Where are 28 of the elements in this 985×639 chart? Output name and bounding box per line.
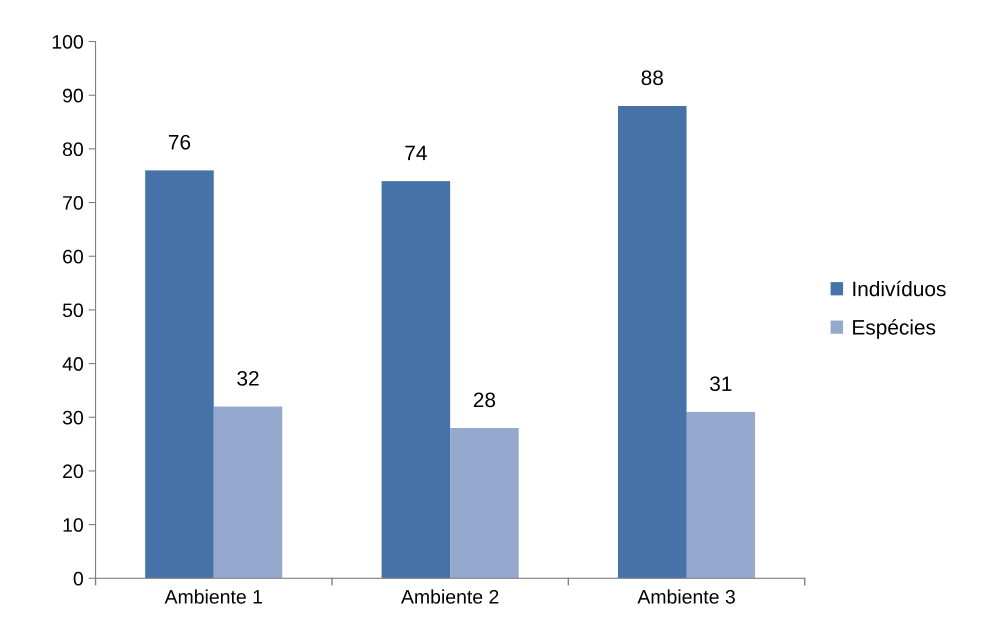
bar: [382, 181, 450, 578]
y-tick-label: 30: [62, 410, 83, 425]
y-tick-label: 90: [63, 88, 83, 102]
data-label: 76: [168, 134, 190, 150]
y-tick-label: 60: [63, 250, 83, 264]
bar: [450, 428, 519, 578]
y-tick-label: 10: [64, 518, 83, 532]
data-label: 28: [474, 392, 496, 408]
bar: [214, 406, 282, 578]
bar: [686, 412, 756, 578]
legend-label: Indivíduos: [853, 280, 946, 296]
y-tick-label: 80: [62, 142, 83, 156]
data-label: 32: [237, 370, 259, 386]
x-tick-label: Ambiente 2: [401, 589, 498, 604]
bar: [145, 170, 214, 578]
y-tick-label: 20: [63, 464, 83, 478]
y-tick-label: 40: [62, 357, 83, 371]
y-tick-label: 50: [62, 303, 83, 318]
legend-label: Espécies: [853, 319, 936, 339]
y-tick-label: 70: [63, 196, 83, 210]
bar: [618, 106, 687, 578]
y-tick-label: 100: [52, 35, 83, 49]
data-label: 74: [405, 146, 427, 160]
x-tick-label: Ambiente 1: [164, 589, 262, 604]
data-label: 88: [642, 70, 663, 86]
x-tick-label: Ambiente 3: [637, 589, 735, 604]
data-label: 31: [710, 376, 732, 392]
y-tick-label: 0: [74, 572, 83, 586]
